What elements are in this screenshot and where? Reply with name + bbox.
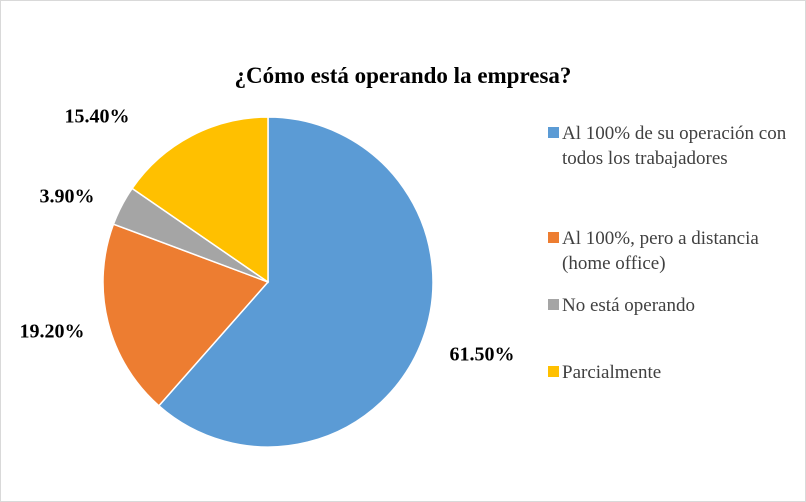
pie-slice bbox=[131, 116, 269, 284]
pie-slice bbox=[157, 116, 434, 448]
legend-label: Al 100%, pero a distancia (home office) bbox=[562, 228, 759, 274]
data-label: 15.40% bbox=[65, 106, 130, 128]
pie-slice bbox=[102, 223, 270, 407]
data-label: 19.20% bbox=[20, 321, 85, 343]
legend-item: Al 100%, pero a distancia (home office) bbox=[548, 226, 793, 276]
legend-item: Parcialmente bbox=[548, 360, 793, 385]
legend-label: Al 100% de su operación con todos los tr… bbox=[562, 123, 787, 169]
data-label: 3.90% bbox=[40, 186, 95, 208]
legend-item: No está operando bbox=[548, 293, 793, 318]
data-label: 61.50% bbox=[450, 344, 515, 366]
legend-swatch bbox=[548, 232, 559, 243]
legend-swatch bbox=[548, 299, 559, 310]
legend-swatch bbox=[548, 366, 559, 377]
legend-label: No está operando bbox=[562, 295, 695, 316]
legend-swatch bbox=[548, 127, 559, 138]
legend-item: Al 100% de su operación con todos los tr… bbox=[548, 121, 793, 171]
legend-label: Parcialmente bbox=[562, 362, 662, 383]
chart-title: ¿Cómo está operando la empresa? bbox=[235, 63, 572, 88]
